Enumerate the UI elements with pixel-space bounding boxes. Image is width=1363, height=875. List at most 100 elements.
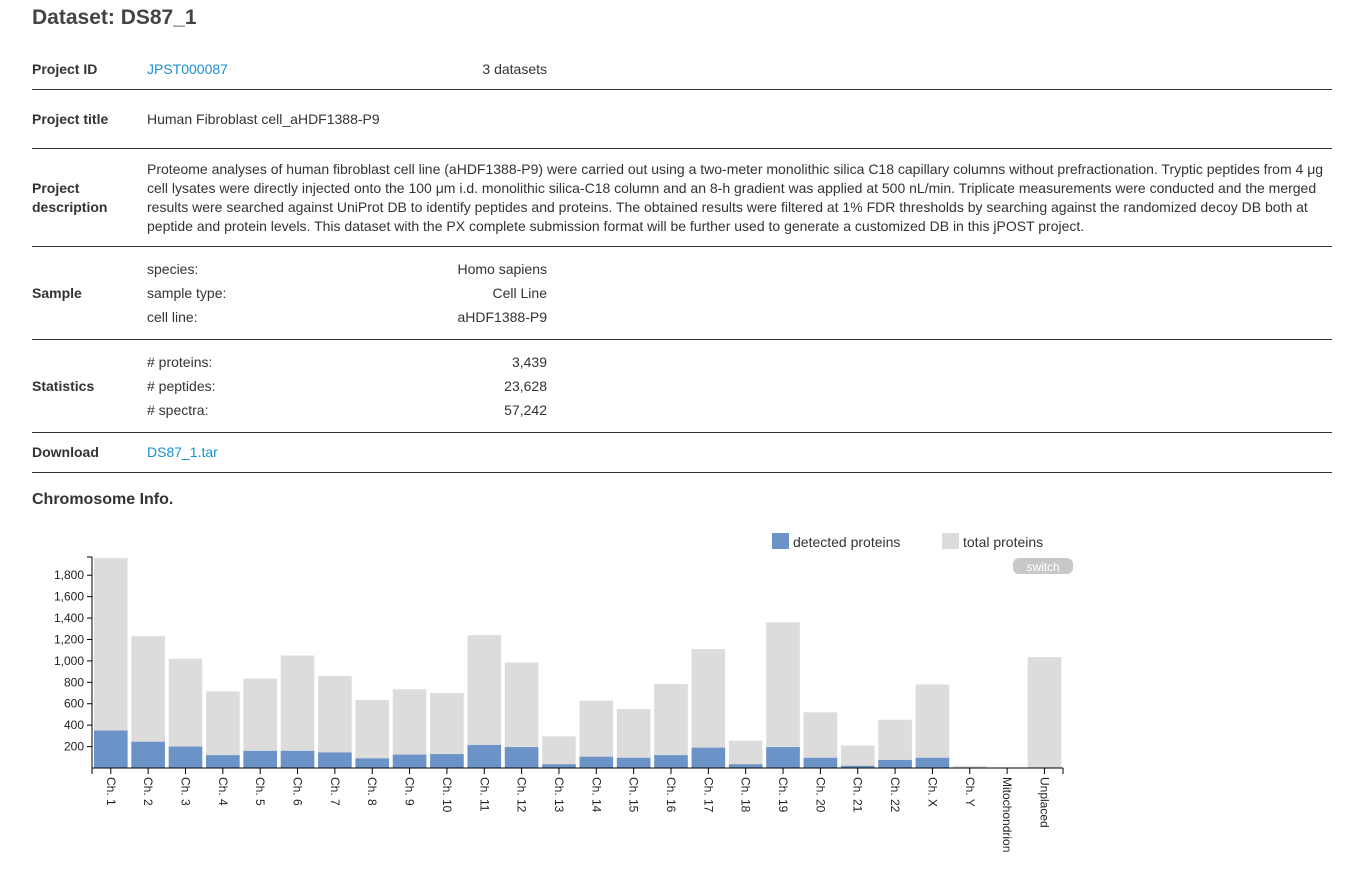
legend-total-swatch xyxy=(942,533,959,549)
bar-detected xyxy=(392,754,427,768)
x-tick-label: Ch. X xyxy=(925,777,939,807)
bar-detected xyxy=(467,744,502,768)
download-link[interactable]: DS87_1.tar xyxy=(147,444,218,460)
x-tick-label: Ch. 10 xyxy=(440,777,454,813)
bar-detected xyxy=(579,756,614,768)
row-project-description: Project description Proteome analyses of… xyxy=(32,148,1332,247)
y-tick-label: 400 xyxy=(64,718,84,732)
bar-detected xyxy=(318,752,352,768)
x-tick-label: Ch. 5 xyxy=(253,777,267,806)
bar-total xyxy=(280,655,315,768)
x-tick-label: Ch. 4 xyxy=(216,777,230,806)
sample-species: species: Homo sapiens xyxy=(147,261,547,277)
sample-label: Sample xyxy=(32,246,147,340)
row-sample: Sample species: Homo sapiens sample type:… xyxy=(32,246,1332,340)
x-tick-label: Ch. 7 xyxy=(328,777,342,806)
sample-cell-line: cell line: aHDF1388-P9 xyxy=(147,309,547,325)
bar-detected xyxy=(542,764,576,768)
y-tick-label: 1,600 xyxy=(54,590,84,604)
stat-proteins: # proteins: 3,439 xyxy=(147,354,547,370)
bar-detected xyxy=(94,730,128,768)
y-tick-label: 1,200 xyxy=(54,632,84,646)
bar-detected xyxy=(280,750,315,768)
bar-detected xyxy=(243,750,277,768)
x-tick-label: Ch. 11 xyxy=(477,777,491,812)
x-tick-label: Ch. 12 xyxy=(515,777,529,813)
bar-total xyxy=(355,699,390,768)
bar-total xyxy=(579,700,614,768)
x-tick-label: Ch. 14 xyxy=(589,777,603,813)
bar-total xyxy=(840,745,875,768)
datasets-count: 3 datasets xyxy=(482,61,547,77)
x-tick-label: Mitochondrion xyxy=(1000,777,1014,852)
x-tick-label: Ch. 2 xyxy=(141,777,155,806)
x-tick-label: Ch. 19 xyxy=(776,777,790,813)
bar-detected xyxy=(430,754,464,768)
x-tick-label: Ch. 13 xyxy=(552,777,566,813)
statistics-label: Statistics xyxy=(32,339,147,433)
y-tick-label: 200 xyxy=(64,740,84,754)
bar-total xyxy=(654,683,688,768)
project-title-label: Project title xyxy=(32,89,147,149)
bar-detected xyxy=(878,759,912,768)
bar-detected xyxy=(915,757,950,768)
bar-total xyxy=(952,765,987,768)
bar-total xyxy=(766,622,800,768)
project-id-link[interactable]: JPST000087 xyxy=(147,61,228,77)
dataset-meta-table: Project ID JPST000087 3 datasets Project… xyxy=(32,50,1332,473)
row-project-id: Project ID JPST000087 3 datasets xyxy=(32,50,1332,90)
bar-detected xyxy=(766,747,800,768)
x-tick-label: Ch. 15 xyxy=(627,777,641,813)
total-bars xyxy=(94,558,1062,768)
project-title-value: Human Fibroblast cell_aHDF1388-P9 xyxy=(147,89,1332,149)
x-tick-label: Ch. 6 xyxy=(291,777,305,806)
project-description-label: Project description xyxy=(32,148,147,247)
x-tick-label: Ch. 20 xyxy=(813,777,827,813)
chromosome-chart: 200 400 600 800 1,000 1,200 1,400 1,600 1,800 Ch… xyxy=(54,533,1073,852)
x-tick-label: Ch. 18 xyxy=(739,777,753,813)
legend-detected-label: detected proteins xyxy=(793,534,900,550)
legend-detected-swatch xyxy=(772,533,789,549)
detected-bars xyxy=(94,730,950,768)
stat-spectra: # spectra: 57,242 xyxy=(147,402,547,418)
x-tick-label: Ch. 17 xyxy=(701,777,715,813)
bar-detected xyxy=(355,758,390,768)
chart-legend: detected proteins total proteins xyxy=(772,533,1043,550)
x-tick-label: Ch. 22 xyxy=(888,777,902,813)
y-axis: 200 400 600 800 1,000 1,200 1,400 1,600 1,800 xyxy=(54,556,93,768)
switch-label: switch xyxy=(1026,560,1059,574)
row-statistics: Statistics # proteins: 3,439 # peptides: 2… xyxy=(32,339,1332,433)
y-tick-label: 600 xyxy=(64,697,84,711)
bar-total xyxy=(542,736,576,768)
x-tick-label: Ch. 21 xyxy=(851,777,865,813)
bar-detected xyxy=(616,757,651,768)
bar-total xyxy=(1027,657,1062,768)
x-axis: Ch. 1 Ch. 2 Ch. 3 Ch. 4 Ch. 5 Ch. 6 Ch. 7 Ch. 8… xyxy=(91,767,1064,852)
bar-detected xyxy=(803,757,838,768)
x-tick-label: Ch. 3 xyxy=(178,777,192,806)
y-tick-label: 1,800 xyxy=(54,568,84,582)
bar-detected xyxy=(840,765,875,768)
legend-total-label: total proteins xyxy=(963,534,1043,550)
bar-detected xyxy=(131,741,165,768)
bar-detected xyxy=(728,764,763,768)
project-id-label: Project ID xyxy=(32,50,147,90)
bar-detected xyxy=(691,747,726,768)
download-label: Download xyxy=(32,432,147,473)
project-description-value: Proteome analyses of human fibroblast ce… xyxy=(147,148,1332,247)
x-tick-label: Ch. 9 xyxy=(403,777,417,806)
stat-peptides: # peptides: 23,628 xyxy=(147,378,547,394)
chromosome-info-heading: Chromosome Info. xyxy=(32,491,174,508)
x-tick-label: Ch. 1 xyxy=(104,777,118,806)
bar-total xyxy=(728,740,763,768)
switch-button[interactable]: switch xyxy=(1013,558,1073,574)
bar-detected xyxy=(206,755,240,768)
x-tick-label: Ch. 8 xyxy=(365,777,379,806)
bar-detected xyxy=(654,755,688,768)
y-tick-label: 800 xyxy=(64,675,84,689)
bar-total xyxy=(878,719,912,768)
bar-detected xyxy=(504,747,539,768)
page-title: Dataset: DS87_1 xyxy=(32,6,197,29)
y-tick-label: 1,000 xyxy=(54,654,84,668)
y-tick-label: 1,400 xyxy=(54,611,84,625)
